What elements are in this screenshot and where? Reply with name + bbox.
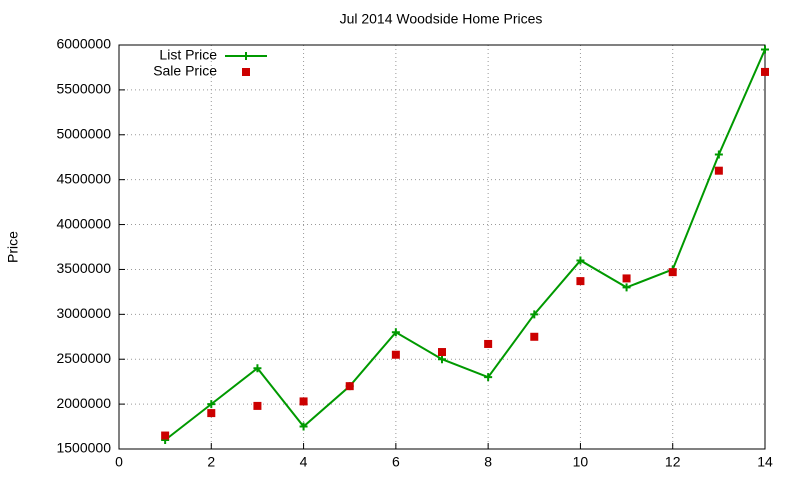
data-point: [438, 348, 446, 357]
y-tick-label: 4500000: [56, 170, 111, 186]
y-tick-label: 6000000: [56, 36, 111, 52]
data-point: [761, 67, 769, 76]
data-point: [576, 277, 585, 286]
x-tick-label: 8: [484, 454, 492, 470]
y-tick-label: 1500000: [56, 440, 111, 456]
data-point: [253, 401, 262, 410]
x-tick-label: 6: [392, 454, 400, 470]
chart-title: Jul 2014 Woodside Home Prices: [340, 11, 543, 27]
x-tick-label: 4: [300, 454, 308, 470]
data-point: [530, 332, 539, 341]
y-axis-label: Price: [5, 231, 21, 263]
legend-marker: [242, 68, 250, 76]
legend-label: Sale Price: [153, 63, 217, 79]
y-tick-label: 5500000: [56, 81, 111, 97]
x-tick-label: 14: [757, 454, 773, 470]
data-point: [299, 422, 308, 431]
data-point: [484, 339, 493, 348]
x-tick-label: 0: [115, 454, 123, 470]
data-point: [668, 268, 677, 277]
data-point: [622, 283, 631, 292]
data-point: [761, 45, 769, 54]
data-point: [484, 373, 493, 382]
data-point: [207, 400, 216, 409]
series-line: [164, 49, 766, 441]
data-point: [714, 166, 723, 175]
data-point: [207, 409, 216, 418]
data-point: [345, 382, 354, 391]
data-point: [530, 310, 539, 319]
data-point: [391, 328, 400, 337]
data-point: [299, 397, 308, 406]
data-point: [714, 150, 723, 159]
data-point: [576, 256, 585, 265]
legend-marker: [242, 52, 250, 60]
data-point: [253, 364, 262, 373]
y-tick-label: 2500000: [56, 350, 111, 366]
y-tick-label: 3500000: [56, 260, 111, 276]
data-point: [622, 274, 631, 283]
legend-label: List Price: [159, 47, 217, 63]
x-tick-label: 12: [665, 454, 681, 470]
data-point: [161, 431, 170, 440]
x-tick-label: 10: [573, 454, 589, 470]
plot-frame: [118, 44, 766, 450]
y-tick-label: 3000000: [56, 305, 111, 321]
data-point: [391, 350, 400, 359]
y-tick-label: 4000000: [56, 215, 111, 231]
x-tick-label: 2: [207, 454, 215, 470]
y-tick-label: 5000000: [56, 125, 111, 141]
data-point: [438, 355, 446, 364]
y-tick-label: 2000000: [56, 395, 111, 411]
